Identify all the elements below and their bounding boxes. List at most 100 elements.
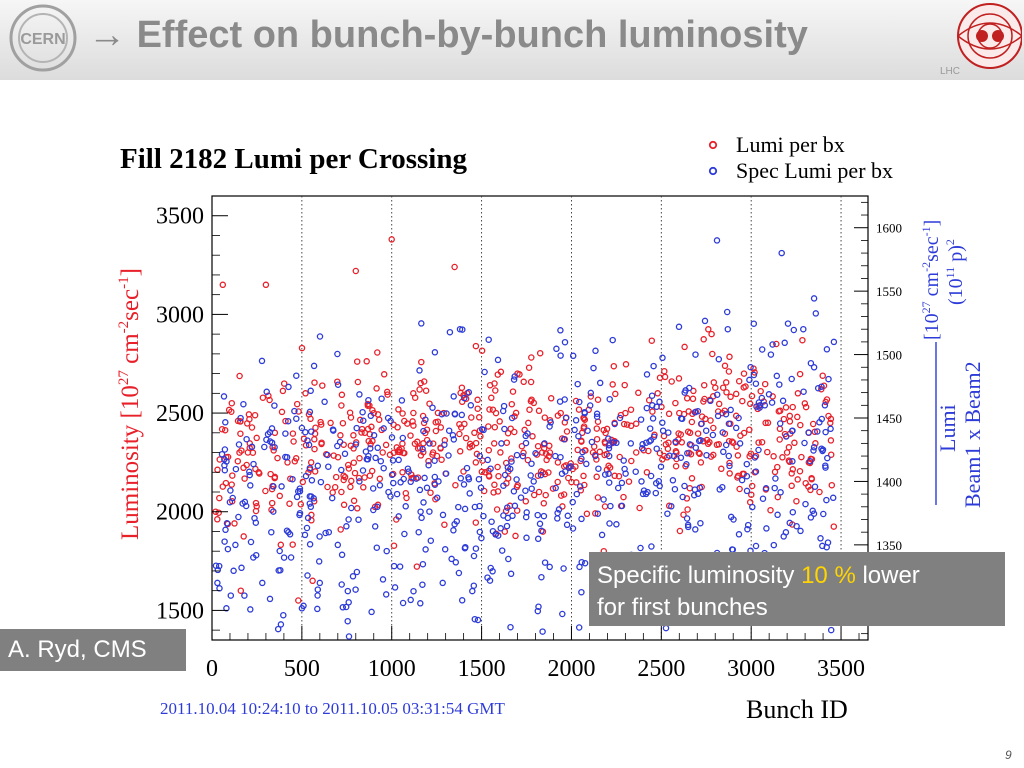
spec-lumi-point xyxy=(359,408,366,416)
lumi-point xyxy=(262,281,270,289)
spec-lumi-point xyxy=(586,402,594,409)
spec-lumi-point xyxy=(314,586,322,593)
lumi-point xyxy=(622,409,629,417)
lumi-point xyxy=(632,449,640,456)
spec-lumi-point xyxy=(553,345,560,353)
lumi-point xyxy=(609,381,616,388)
spec-lumi-point xyxy=(677,454,685,461)
lumi-point xyxy=(218,425,226,433)
lumi-point xyxy=(478,468,486,476)
spec-lumi-point xyxy=(485,336,492,343)
spec-lumi-point xyxy=(763,525,770,532)
lumi-point xyxy=(695,449,703,457)
lumi-point xyxy=(771,468,779,476)
lumi-point xyxy=(807,486,814,494)
spec-lumi-point xyxy=(571,426,578,434)
spec-lumi-point xyxy=(806,457,814,465)
spec-lumi-point xyxy=(814,384,822,392)
lumi-point xyxy=(420,419,428,427)
spec-lumi-point xyxy=(480,426,487,434)
spec-lumi-point xyxy=(810,295,818,302)
spec-lumi-point xyxy=(221,446,229,453)
spec-lumi-point xyxy=(276,547,283,555)
spec-lumi-point xyxy=(316,333,324,340)
spec-lumi-point xyxy=(593,413,601,420)
lumi-point xyxy=(492,409,500,417)
lumi-point xyxy=(522,498,530,505)
spec-lumi-point xyxy=(800,388,807,395)
data-points xyxy=(212,236,838,640)
lumi-point xyxy=(549,485,557,492)
spec-lumi-point xyxy=(314,605,321,613)
spec-lumi-point xyxy=(258,357,266,365)
lumi-point xyxy=(495,472,502,480)
lumi-point xyxy=(376,475,384,483)
lumi-point xyxy=(746,400,754,408)
spec-lumi-point xyxy=(472,545,480,552)
spec-lumi-point xyxy=(537,471,545,479)
lumi-point xyxy=(794,390,802,397)
lumi-point xyxy=(485,423,492,430)
spec-lumi-point xyxy=(601,471,609,478)
x-tick-label: 2000 xyxy=(547,656,595,682)
lumi-point xyxy=(700,381,708,389)
lumi-point xyxy=(557,492,565,499)
spec-lumi-point xyxy=(576,483,584,490)
lumi-point xyxy=(819,372,826,379)
lumi-point xyxy=(540,500,548,507)
lumi-point xyxy=(583,510,591,518)
spec-lumi-point xyxy=(605,470,612,477)
spec-lumi-point xyxy=(488,518,495,525)
spec-lumi-point xyxy=(268,528,275,536)
lumi-point xyxy=(596,448,604,456)
spec-lumi-point xyxy=(250,554,257,561)
lumi-point xyxy=(395,406,402,413)
lumi-point xyxy=(402,489,410,497)
spec-lumi-point xyxy=(595,465,602,472)
spec-lumi-point xyxy=(304,514,312,522)
lumi-point xyxy=(798,453,805,461)
spec-lumi-point xyxy=(681,389,688,396)
lumi-point xyxy=(237,430,244,437)
lumi-point xyxy=(542,491,549,499)
spec-lumi-point xyxy=(419,445,426,453)
lumi-point xyxy=(434,409,442,417)
spec-lumi-point xyxy=(719,429,726,436)
spec-lumi-point xyxy=(672,438,679,446)
spec-lumi-point xyxy=(330,427,337,434)
lumi-point xyxy=(251,411,259,419)
lumi-point xyxy=(307,459,315,466)
lumi-point xyxy=(611,472,618,480)
spec-lumi-point xyxy=(817,535,824,542)
spec-lumi-point xyxy=(418,320,425,327)
spec-lumi-point xyxy=(788,375,795,383)
spec-lumi-point xyxy=(418,514,425,522)
spec-lumi-point xyxy=(307,428,315,435)
spec-lumi-point xyxy=(431,349,439,356)
lumi-point xyxy=(560,491,568,498)
lumi-point xyxy=(390,449,398,456)
lumi-point xyxy=(737,432,744,439)
spec-lumi-point xyxy=(334,350,341,358)
lumi-point xyxy=(757,387,764,395)
lumi-point xyxy=(767,506,774,514)
spec-lumi-point xyxy=(439,511,447,519)
spec-lumi-point xyxy=(365,396,372,404)
lumi-point xyxy=(672,399,679,407)
spec-lumi-point xyxy=(298,605,306,612)
spec-lumi-point xyxy=(759,495,767,502)
spec-lumi-point xyxy=(374,503,381,511)
spec-lumi-point xyxy=(382,591,390,598)
spec-lumi-point xyxy=(827,425,834,433)
spec-lumi-point xyxy=(747,363,754,371)
lumi-point xyxy=(654,390,661,397)
spec-lumi-point xyxy=(713,391,721,398)
lumi-point xyxy=(324,483,331,491)
spec-lumi-point xyxy=(824,539,832,546)
spec-lumi-point xyxy=(827,626,835,634)
lumi-point xyxy=(708,330,715,338)
spec-lumi-point xyxy=(538,527,545,535)
lumi-point xyxy=(723,389,730,396)
spec-lumi-point xyxy=(508,458,515,465)
spec-lumi-point xyxy=(263,436,270,443)
